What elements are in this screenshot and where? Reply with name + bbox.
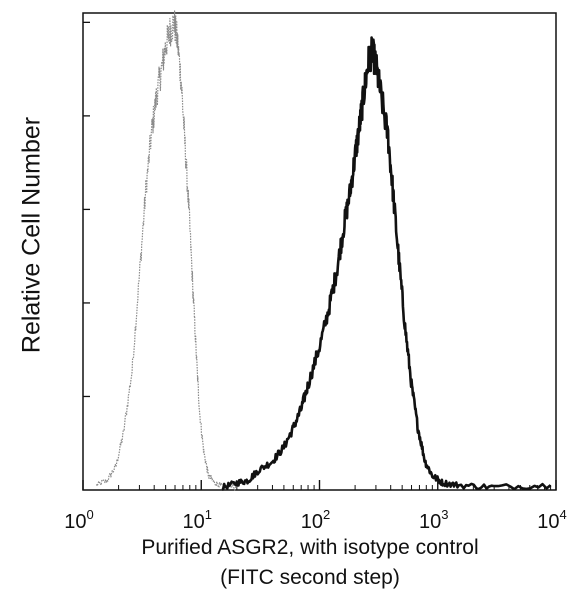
asgr2-trace xyxy=(221,36,552,491)
isotype-control-trace xyxy=(95,10,238,491)
y-axis-title: Relative Cell Number xyxy=(17,116,46,354)
x-tick-label: 104 xyxy=(537,507,566,533)
series-layer xyxy=(95,10,552,491)
x-axis-ticks: 100 101 102 103 104 xyxy=(64,480,567,533)
x-tick-label: 101 xyxy=(183,507,212,533)
plot-frame xyxy=(82,12,557,491)
x-tick-label: 103 xyxy=(419,507,448,533)
x-tick-label: 102 xyxy=(301,507,330,533)
x-axis-title: Purified ASGR2, with isotype control xyxy=(141,536,479,559)
y-axis-ticks xyxy=(83,21,90,398)
x-axis-subtitle: (FITC second step) xyxy=(220,566,400,589)
y-axis-title-wrap: Relative Cell Number xyxy=(2,70,62,400)
x-tick-label: 100 xyxy=(64,507,93,533)
